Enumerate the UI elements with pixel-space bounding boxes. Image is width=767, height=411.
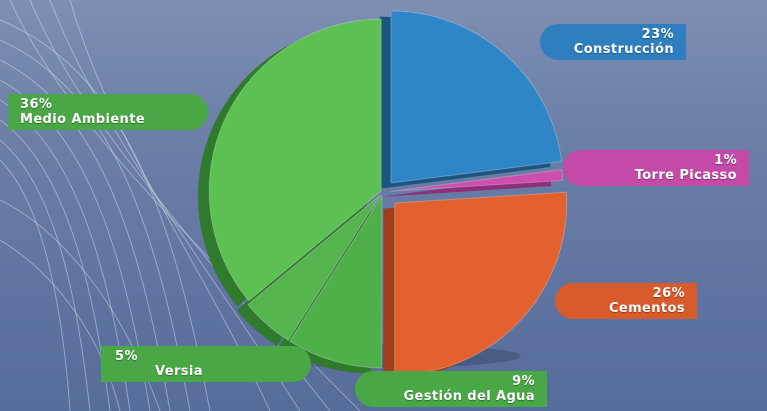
pie-slice-gestion-del-agua [289,194,383,369]
cementos-label: Cementos [608,301,685,316]
legend-torre-picasso: 1% Torre Picasso [563,150,749,186]
torre-picasso-percent: 1% [714,153,737,168]
torre-picasso-label: Torre Picasso [634,168,737,183]
medio-ambiente-percent: 36% [20,97,53,112]
pie-slice-construccion [390,10,563,184]
gestion-del-agua-label: Gestión del Agua [403,389,535,404]
versia-percent: 5% [115,349,138,364]
cementos-percent: 26% [652,286,685,301]
pie-slice-medio-ambiente [208,18,382,302]
pie-slice-versia [247,194,381,341]
legend-construccion: 23% Construcción [540,24,686,60]
gestion-del-agua-percent: 9% [512,374,535,389]
pie-slice-torre-picasso [390,169,564,192]
pie-slice-cementos [394,191,568,376]
legend-medio-ambiente: 36% Medio Ambiente [8,94,208,130]
legend-cementos: 26% Cementos [555,283,697,319]
construccion-percent: 23% [641,27,674,42]
construccion-label: Construcción [573,42,674,57]
legend-versia: 5% Versia [101,346,311,382]
medio-ambiente-label: Medio Ambiente [20,112,146,127]
legend-gestion-del-agua: 9% Gestión del Agua [355,371,547,407]
versia-label: Versia [155,364,203,379]
